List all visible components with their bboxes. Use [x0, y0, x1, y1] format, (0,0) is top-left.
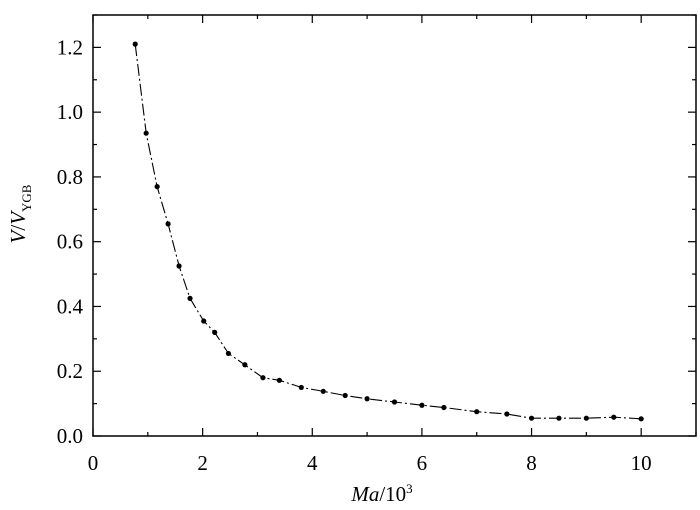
data-point: [342, 392, 348, 399]
data-point: [187, 295, 193, 301]
data-point: [212, 329, 218, 335]
y-tick-label: 0.8: [57, 165, 83, 189]
data-point: [611, 414, 617, 420]
data-point: [298, 384, 304, 391]
y-tick-label: 1.2: [57, 35, 83, 59]
y-tick-label: 0.4: [57, 294, 84, 318]
plot-frame: [92, 14, 697, 437]
data-point: [143, 130, 149, 136]
data-point: [364, 396, 370, 402]
x-tick-label: 10: [631, 451, 652, 475]
data-point: [419, 402, 425, 408]
data-point: [225, 350, 232, 357]
y-tick-label: 0.6: [57, 230, 83, 254]
data-point: [176, 263, 182, 269]
x-axis-title: Ma/103: [350, 481, 412, 506]
data-point: [260, 375, 266, 381]
data-point: [154, 184, 160, 190]
data-point: [504, 411, 510, 417]
data-point: [583, 415, 589, 421]
data-point: [391, 399, 398, 405]
series-line: [134, 44, 642, 420]
x-tick-label: 0: [88, 451, 99, 475]
data-point: [638, 416, 644, 422]
y-axis-title: V/VYGB: [6, 184, 34, 243]
data-point: [276, 377, 282, 383]
data-point: [132, 41, 138, 47]
x-tick-label: 2: [197, 451, 208, 475]
data-point: [320, 388, 326, 394]
axis-ticks: [92, 14, 697, 437]
data-point: [165, 221, 171, 227]
y-tick-label: 0.2: [57, 359, 83, 383]
x-tick-label: 6: [417, 451, 428, 475]
tick-labels: 0 2 4 6 8 10 0.0 0.2 0.4 0.6 0.8 1.0 1.2: [57, 35, 652, 475]
data-point: [242, 362, 248, 368]
data-point: [556, 415, 562, 421]
data-point: [474, 409, 480, 415]
x-tick-label: 8: [526, 451, 537, 475]
data-point: [528, 415, 535, 421]
data-point: [441, 404, 447, 411]
data-point: [201, 318, 207, 324]
y-tick-label: 0.0: [57, 424, 83, 448]
x-tick-label: 4: [307, 451, 318, 475]
y-tick-label: 1.0: [57, 100, 83, 124]
data-points: [132, 41, 644, 422]
